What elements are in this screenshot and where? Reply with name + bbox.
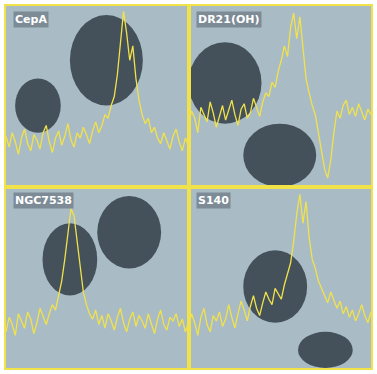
- svg-text:CepA: CepA: [15, 13, 47, 26]
- svg-text:S140: S140: [198, 194, 229, 207]
- svg-text:NGC7538: NGC7538: [15, 194, 72, 207]
- svg-text:DR21(OH): DR21(OH): [198, 13, 260, 26]
